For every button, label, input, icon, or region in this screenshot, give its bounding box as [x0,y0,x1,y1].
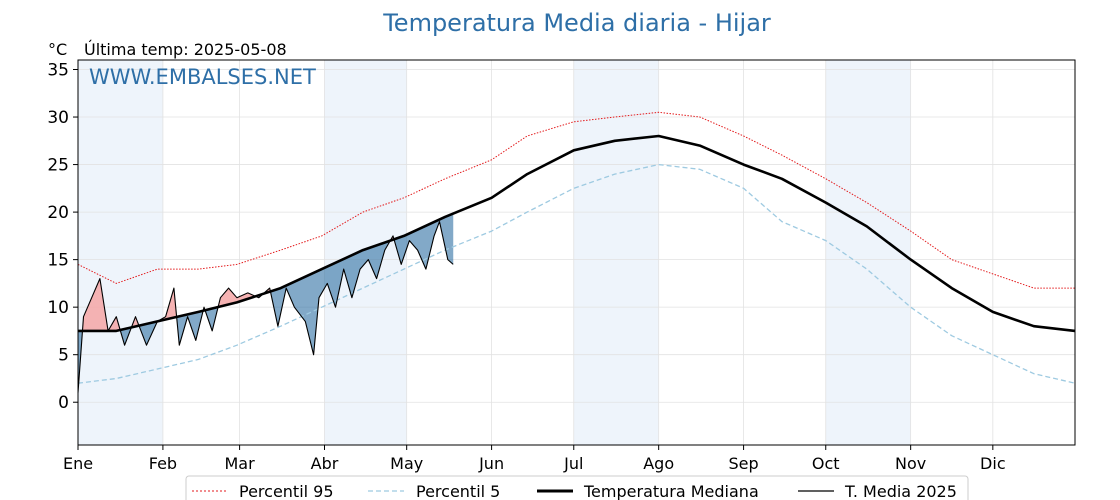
plot-frame [77,59,1076,446]
above-median-fill [82,278,120,336]
plot-background [78,60,911,445]
last-temp-label: Última temp: 2025-05-08 [84,40,287,59]
legend-label-p95: Percentil 95 [239,482,334,500]
y-tick-label: 35 [47,61,69,81]
y-tick-label: 10 [47,298,69,318]
unit-label: °C [48,40,67,59]
watermark: WWW.EMBALSES.NET [89,65,316,89]
legend-label-median: Temperatura Mediana [583,482,759,500]
y-tick-label: 30 [47,108,69,128]
x-tick-label: Oct [812,454,840,473]
below-median-fill [138,321,157,346]
x-tick-label: Dic [980,454,1006,473]
x-tick-label: Sep [729,454,759,473]
below-median-fill [269,241,389,355]
below-median-fill [203,307,218,331]
below-median-fill [392,213,454,270]
y-tick-label: 20 [47,203,69,223]
y-axis: 0 5 10 15 20 25 30 35 [47,61,78,413]
x-tick-label: Mar [225,454,256,473]
series-line-p95 [77,111,1075,289]
below-median-fill [176,310,203,346]
legend-label-p5: Percentil 5 [416,482,500,500]
month-band [573,60,659,445]
x-tick-label: Nov [895,454,926,473]
month-band [825,60,911,445]
series-line-current [77,221,454,393]
x-tick-label: Ene [63,454,93,473]
above-median-fill [130,316,139,331]
legend-box [185,475,969,500]
x-tick-label: Ago [643,454,674,473]
month-band [78,60,163,445]
series-line-median [78,134,1076,333]
x-tick-label: May [390,454,423,473]
x-tick-label: Jul [563,454,583,473]
series-line-p5 [77,163,1076,384]
chart-title: Temperatura Media diaria - Hijar [382,9,771,37]
x-tick-label: Abr [311,454,339,473]
y-tick-label: 5 [58,346,69,366]
legend-label-current: T. Media 2025 [844,482,957,500]
legend: Percentil 95 Percentil 5 Temperatura Med… [185,475,969,500]
y-tick-label: 25 [47,156,69,176]
x-tick-label: Feb [149,454,177,473]
y-tick-label: 15 [47,251,69,271]
x-tick-label: Jun [478,454,504,473]
y-tick-label: 0 [58,393,69,413]
series-lines [77,111,1076,393]
x-axis: Ene Feb Mar Abr May Jun Jul Ago Sep Oct Nov Dic [63,445,1006,473]
